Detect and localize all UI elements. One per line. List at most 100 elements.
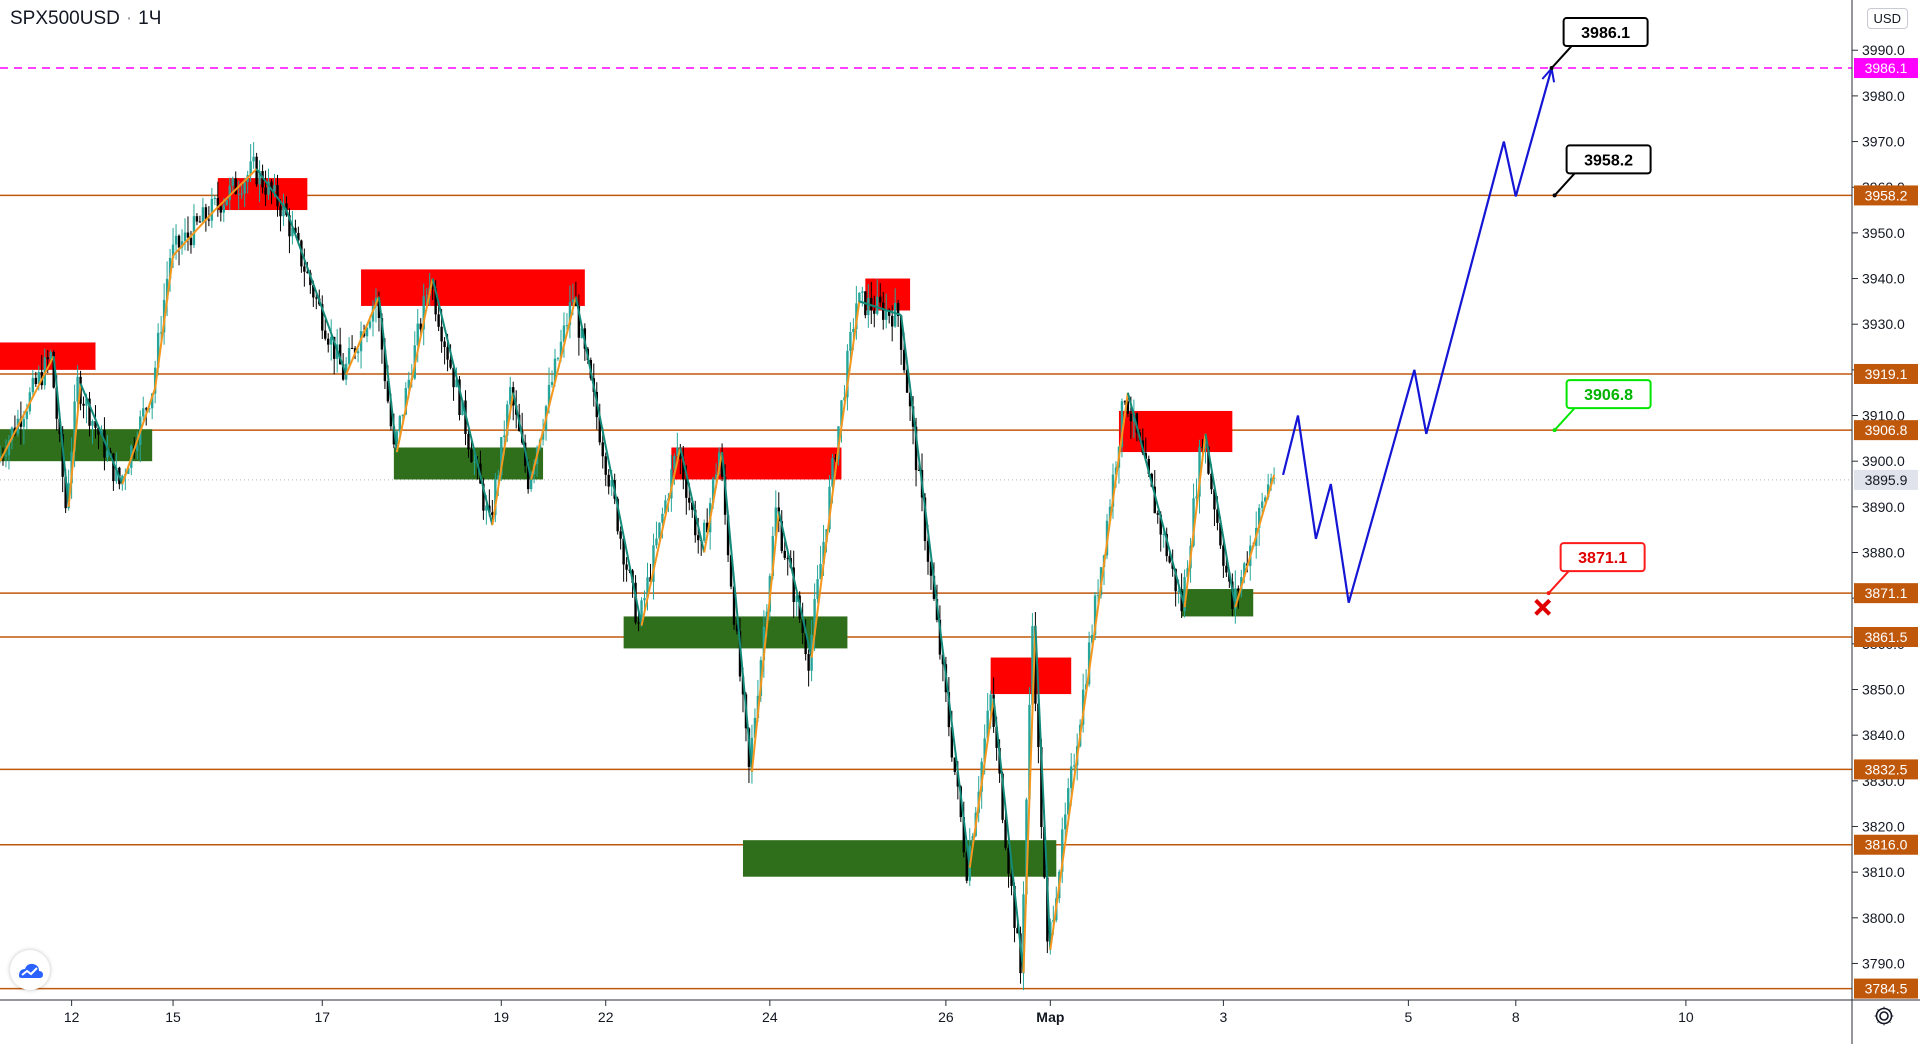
candle[interactable] — [228, 177, 231, 211]
candle[interactable] — [702, 519, 706, 543]
candle[interactable] — [210, 187, 214, 228]
candle[interactable] — [34, 371, 38, 387]
candle[interactable] — [7, 435, 11, 470]
candle[interactable] — [327, 333, 330, 353]
candle[interactable] — [264, 170, 267, 207]
candle[interactable] — [204, 203, 208, 232]
candle[interactable] — [890, 305, 894, 342]
candle[interactable] — [350, 335, 354, 350]
gear-icon[interactable] — [1872, 1004, 1896, 1028]
candle[interactable] — [443, 337, 446, 365]
candle[interactable] — [774, 490, 778, 538]
candle[interactable] — [867, 284, 870, 328]
candle[interactable] — [112, 453, 115, 491]
candle[interactable] — [882, 291, 885, 330]
candle[interactable] — [186, 216, 190, 251]
candle[interactable] — [1007, 844, 1010, 888]
callout-box[interactable] — [1559, 542, 1646, 573]
candle[interactable] — [694, 500, 697, 543]
candle[interactable] — [870, 281, 873, 325]
candle[interactable] — [282, 193, 285, 226]
candle[interactable] — [431, 281, 434, 300]
candle[interactable] — [607, 469, 610, 495]
candle[interactable] — [324, 319, 327, 341]
candle[interactable] — [873, 295, 876, 328]
candle[interactable] — [1165, 527, 1168, 562]
candle[interactable] — [452, 367, 455, 401]
level-price-badge[interactable] — [1854, 759, 1918, 780]
candle[interactable] — [491, 499, 494, 521]
candle[interactable] — [1111, 463, 1115, 519]
candle[interactable] — [91, 419, 94, 444]
candle[interactable] — [556, 356, 560, 361]
candle[interactable] — [655, 521, 658, 549]
candle[interactable] — [243, 177, 246, 207]
candle[interactable] — [258, 160, 261, 203]
candle[interactable] — [240, 183, 243, 199]
forecast-line[interactable] — [1281, 68, 1553, 604]
candle[interactable] — [225, 199, 228, 207]
candle[interactable] — [470, 440, 473, 463]
candle[interactable] — [1061, 817, 1064, 883]
candle[interactable] — [437, 304, 440, 332]
candle[interactable] — [574, 281, 578, 307]
candle[interactable] — [422, 283, 425, 346]
candle[interactable] — [142, 396, 145, 422]
candle[interactable] — [213, 194, 217, 206]
candle[interactable] — [270, 179, 273, 205]
level-price-badge[interactable] — [1854, 834, 1918, 855]
candle[interactable] — [4, 439, 8, 468]
price-callout[interactable]: 3871.1 — [1546, 542, 1646, 596]
candle[interactable] — [82, 396, 85, 419]
candle[interactable] — [673, 453, 676, 485]
candle[interactable] — [103, 417, 106, 471]
candle[interactable] — [1260, 492, 1264, 515]
close-icon[interactable] — [1534, 598, 1552, 616]
level-price-badge[interactable] — [1854, 185, 1918, 206]
candle[interactable] — [619, 526, 622, 550]
candle[interactable] — [219, 203, 223, 222]
candle[interactable] — [750, 724, 754, 784]
supply-zone[interactable] — [990, 657, 1072, 695]
candle[interactable] — [356, 346, 360, 363]
candle[interactable] — [801, 602, 804, 645]
candle[interactable] — [1156, 510, 1159, 524]
candle[interactable] — [303, 248, 306, 287]
candle[interactable] — [195, 213, 199, 226]
candle[interactable] — [198, 215, 202, 223]
target-price-badge[interactable] — [1854, 58, 1918, 79]
candle[interactable] — [231, 176, 234, 194]
candle[interactable] — [19, 401, 23, 445]
price-callout[interactable]: 3986.1 — [1549, 17, 1649, 71]
candle[interactable] — [550, 370, 554, 388]
candle[interactable] — [88, 392, 91, 437]
candle[interactable] — [625, 557, 628, 582]
candle[interactable] — [216, 181, 220, 217]
candle[interactable] — [846, 344, 849, 411]
callout-box[interactable] — [1562, 17, 1649, 48]
candle[interactable] — [43, 348, 46, 390]
time-axis-panel[interactable] — [0, 1000, 1852, 1044]
candle[interactable] — [315, 293, 318, 310]
candle[interactable] — [879, 283, 882, 307]
candle[interactable] — [598, 403, 601, 446]
candle[interactable] — [962, 801, 965, 858]
candle[interactable] — [1064, 802, 1067, 840]
candle[interactable] — [780, 510, 783, 554]
candle[interactable] — [864, 291, 867, 319]
candle[interactable] — [321, 295, 324, 339]
candle[interactable] — [893, 288, 897, 328]
last-price-badge[interactable] — [1854, 469, 1918, 490]
candle[interactable] — [622, 534, 625, 582]
candle[interactable] — [276, 174, 279, 217]
level-price-badge[interactable] — [1854, 626, 1918, 647]
candle[interactable] — [568, 285, 572, 339]
callout-box[interactable] — [1565, 144, 1652, 175]
candle[interactable] — [183, 218, 187, 251]
demand-zone[interactable] — [1181, 589, 1254, 617]
candle[interactable] — [371, 300, 375, 337]
candle[interactable] — [705, 508, 709, 533]
candle[interactable] — [670, 455, 673, 512]
